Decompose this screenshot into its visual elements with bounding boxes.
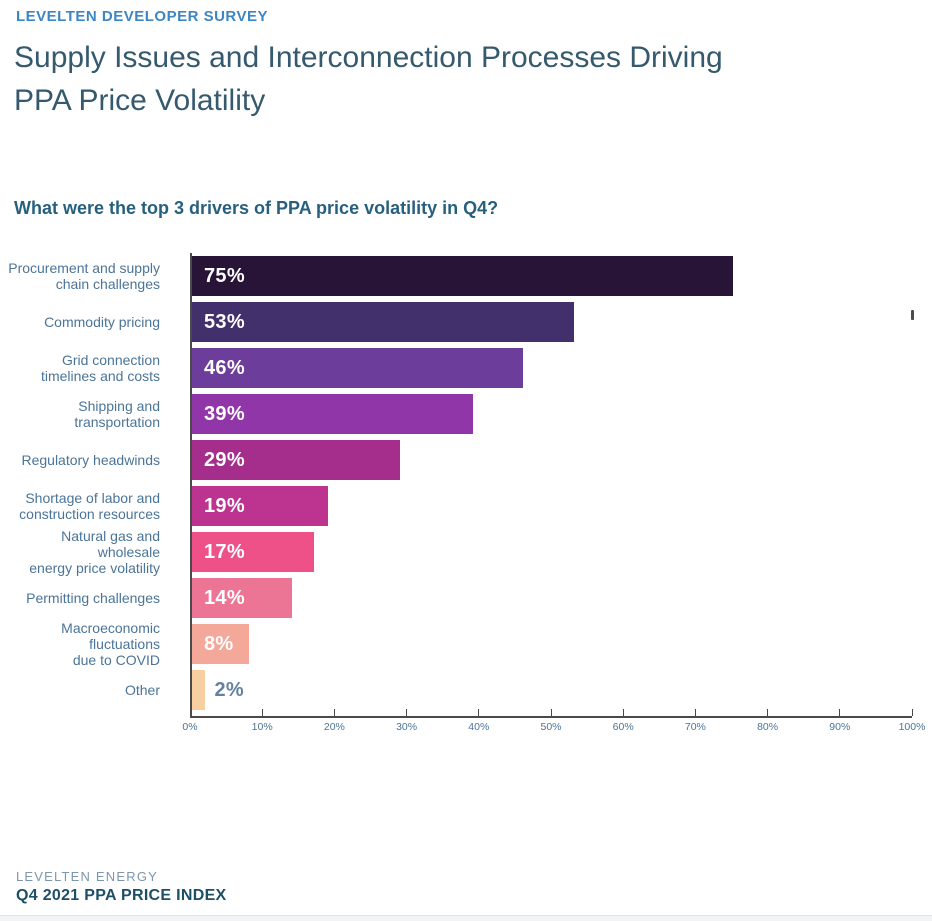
- bar-area: 19%: [191, 486, 932, 526]
- x-axis-ticks: 0% 10% 20% 30% 40% 50% 60% 70% 80% 90% 100%: [182, 709, 925, 737]
- axis-tick: [767, 709, 769, 716]
- bar: 8%: [191, 624, 249, 664]
- category-label: Grid connection timelines and costs: [40, 352, 160, 384]
- tick-label: 90%: [829, 721, 851, 733]
- bar-row: Regulatory headwinds 29%: [0, 440, 932, 480]
- survey-question: What were the top 3 drivers of PPA price…: [14, 198, 499, 218]
- bar-area: 53%: [191, 302, 932, 342]
- bar-row: Other 2%: [0, 670, 932, 710]
- value-label: 29%: [204, 448, 245, 471]
- axis-tick: [839, 709, 841, 716]
- bar-row: Natural gas and wholesale energy price v…: [0, 528, 932, 576]
- category-label: Macroeconomic fluctuations due to COVID: [61, 620, 160, 668]
- value-label: 14%: [204, 586, 245, 609]
- bar: 29%: [191, 440, 401, 480]
- axis-tick: [550, 709, 552, 716]
- axis-tick: [478, 709, 480, 716]
- value-label: 46%: [204, 356, 245, 379]
- bar-row: Commodity pricing 53%: [0, 302, 932, 342]
- bar-row: Grid connection timelines and costs 46%: [0, 348, 932, 388]
- axis-tick: [694, 709, 696, 716]
- axis-tick: [622, 709, 624, 716]
- bottom-border: [0, 915, 932, 921]
- tick-label: 70%: [684, 721, 706, 733]
- bar-area: 29%: [191, 440, 932, 480]
- bar-row: Permitting challenges 14%: [0, 578, 932, 618]
- bar-area: 8%: [191, 624, 932, 664]
- y-axis-line: [190, 253, 192, 717]
- stray-mark: [911, 310, 914, 320]
- axis-tick: [911, 709, 913, 716]
- tick-label: 80%: [757, 721, 779, 733]
- bar-chart: Procurement and supply chain challenges 7…: [0, 256, 932, 716]
- tick-label: 60%: [612, 721, 634, 733]
- bar-area: 14%: [191, 578, 932, 618]
- category-label: Other: [124, 682, 160, 698]
- bar-area: 2%: [191, 670, 932, 710]
- value-label: 19%: [204, 494, 245, 517]
- bar-area: 39%: [191, 394, 932, 434]
- category-label: Regulatory headwinds: [21, 452, 160, 468]
- bar: 46%: [191, 348, 524, 388]
- tick-label: 50%: [540, 721, 562, 733]
- page-title-line-1: Supply Issues and Interconnection Proces…: [14, 41, 723, 74]
- bar: [191, 670, 206, 710]
- bar: 17%: [191, 532, 314, 572]
- tick-label: 40%: [468, 721, 490, 733]
- bar-row: Shortage of labor and construction resou…: [0, 486, 932, 526]
- axis-tick: [333, 709, 335, 716]
- tick-label: 10%: [251, 721, 273, 733]
- value-label: 17%: [204, 540, 245, 563]
- category-label: Commodity pricing: [44, 314, 160, 330]
- axis-tick: [406, 709, 408, 716]
- bar: 14%: [191, 578, 293, 618]
- axis-tick: [189, 709, 191, 716]
- tick-label: 100%: [898, 721, 926, 733]
- category-label: Procurement and supply chain challenges: [8, 260, 160, 292]
- value-label: 39%: [204, 402, 245, 425]
- value-label: 75%: [204, 264, 245, 287]
- category-label: Shipping and transportation: [74, 398, 160, 430]
- x-axis-line: [190, 716, 912, 718]
- bar-area: 17%: [191, 532, 932, 572]
- bar: 75%: [191, 256, 733, 296]
- bar-area: 46%: [191, 348, 932, 388]
- axis-tick: [261, 709, 263, 716]
- value-label: 8%: [204, 632, 234, 655]
- bar-row: Shipping and transportation 39%: [0, 394, 932, 434]
- bar: 53%: [191, 302, 574, 342]
- bar: 39%: [191, 394, 473, 434]
- eyebrow-label: LEVELTEN DEVELOPER SURVEY: [16, 8, 268, 25]
- category-label: Shortage of labor and construction resou…: [19, 490, 160, 522]
- category-label: Permitting challenges: [26, 590, 160, 606]
- tick-label: 20%: [323, 721, 345, 733]
- bar-row: Procurement and supply chain challenges 7…: [0, 256, 932, 296]
- bar-area: 75%: [191, 256, 932, 296]
- bar: 19%: [191, 486, 329, 526]
- page-title-line-2: PPA Price Volatility: [14, 84, 266, 117]
- page-title: Supply Issues and Interconnection Proces…: [14, 36, 874, 122]
- value-label: 2%: [214, 678, 244, 701]
- tick-label: 0%: [182, 721, 198, 733]
- category-label: Natural gas and wholesale energy price v…: [29, 528, 160, 576]
- bar-row: Macroeconomic fluctuations due to COVID 8…: [0, 620, 932, 668]
- value-label: 53%: [204, 310, 245, 333]
- footer-org: LEVELTEN ENERGY: [16, 869, 159, 884]
- footer-report: Q4 2021 PPA PRICE INDEX: [16, 887, 227, 904]
- tick-label: 30%: [396, 721, 418, 733]
